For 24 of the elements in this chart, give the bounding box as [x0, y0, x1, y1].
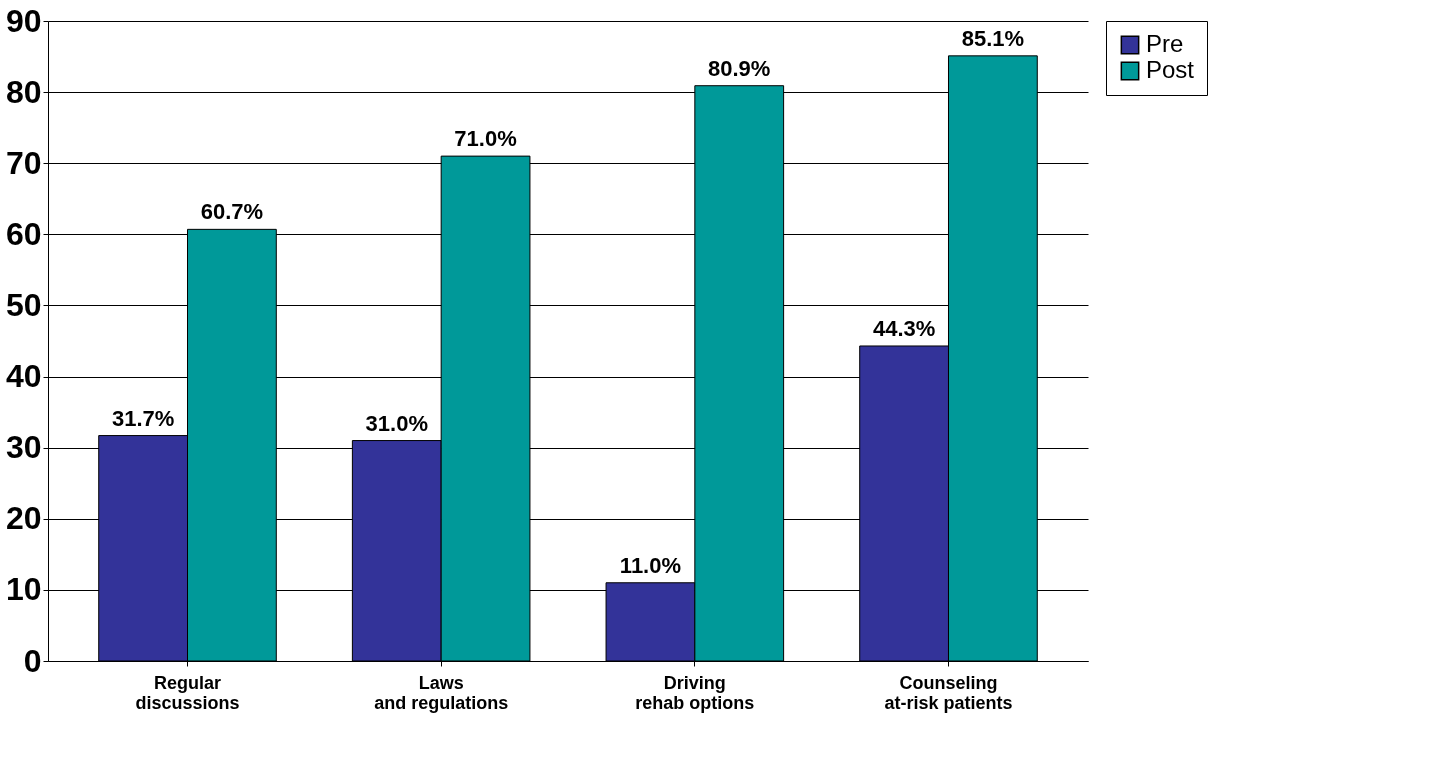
x-tick-label: Regular discussions: [135, 672, 240, 713]
y-tick-label: 20: [5, 500, 42, 537]
y-tick-label: 80: [5, 73, 42, 110]
data-label: 80.9%: [708, 55, 771, 81]
data-label: 31.0%: [365, 410, 428, 436]
y-tick-label: 30: [5, 429, 42, 466]
data-label: 11.0%: [619, 552, 682, 578]
y-tick-label: 90: [5, 2, 42, 39]
x-tick-label: Driving rehab options: [635, 672, 755, 713]
data-label: 44.3%: [872, 315, 936, 341]
legend-label: Post: [1146, 56, 1195, 83]
x-tick-label: Laws and regulations: [374, 672, 509, 713]
y-tick-label: 70: [5, 144, 42, 181]
y-tick-label: 60: [5, 215, 42, 252]
data-label: 60.7%: [200, 199, 264, 225]
data-label: 71.0%: [454, 126, 517, 152]
y-tick-label: 50: [5, 286, 42, 323]
x-tick-label: Counseling at-risk patients: [884, 672, 1013, 713]
y-tick-label: 40: [5, 358, 42, 395]
y-tick-label: 10: [5, 571, 42, 608]
data-label: 31.7%: [111, 405, 175, 431]
y-tick-label: 0: [23, 642, 42, 679]
data-label: 85.1%: [961, 25, 1025, 51]
legend-label: Pre: [1146, 30, 1184, 57]
